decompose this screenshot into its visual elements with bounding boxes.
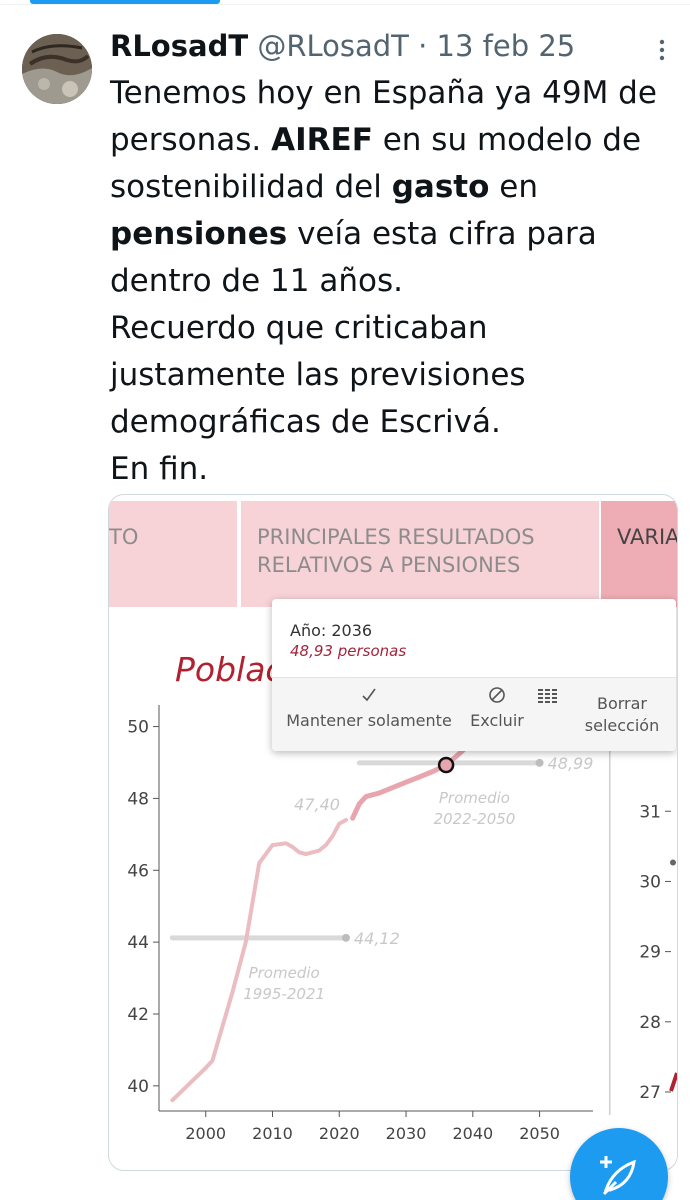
average-caption: Promedio bbox=[249, 964, 320, 982]
tweet-text-segment: En fin. bbox=[110, 451, 209, 487]
average-caption-period: 2022-2050 bbox=[434, 810, 516, 828]
tweet-text-segment: sostenibilidad del bbox=[110, 169, 392, 205]
chart-title: Poblac bbox=[175, 650, 284, 689]
tweet-text-segment: dentro de 11 años. bbox=[110, 263, 403, 299]
tweet-text-segment: personas. bbox=[110, 122, 272, 158]
keep-only-button[interactable]: Mantener solamente bbox=[284, 678, 454, 732]
active-tab-indicator bbox=[30, 0, 220, 4]
tab-left-label: TO bbox=[109, 525, 139, 549]
tab-principales-resultados[interactable]: PRINCIPALES RESULTADOS RELATIVOS A PENSI… bbox=[241, 501, 599, 607]
tweet-media-image[interactable]: TO PRINCIPALES RESULTADOS RELATIVOS A PE… bbox=[108, 494, 678, 1171]
x-tick-label: 2040 bbox=[452, 1124, 493, 1143]
tweet-text: Tenemos hoy en España ya 49M de personas.… bbox=[110, 70, 680, 493]
tweet-text-line: demográficas de Escrivá. bbox=[110, 399, 680, 446]
x-tick-label: 2000 bbox=[185, 1124, 226, 1143]
panel2-data-point bbox=[670, 859, 676, 866]
average-value-label: 44,12 bbox=[354, 929, 400, 948]
y-tick-label: 40 bbox=[127, 1077, 149, 1097]
average-endpoint bbox=[341, 933, 350, 942]
exclude-button[interactable]: Excluir bbox=[462, 678, 532, 732]
table-icon[interactable] bbox=[538, 688, 558, 708]
keep-only-label: Mantener solamente bbox=[286, 711, 452, 730]
point-value-label: 47,40 bbox=[294, 795, 340, 814]
average-endpoint bbox=[535, 758, 544, 767]
tab-variables[interactable]: VARIA bbox=[601, 501, 678, 607]
tweet-text-line: sostenibilidad del gasto en bbox=[110, 164, 680, 211]
tweet-text-segment: justamente las previsiones bbox=[110, 357, 526, 393]
tweet-text-segment: Recuerdo que criticaban bbox=[110, 310, 488, 346]
tweet-text-segment: demográficas de Escrivá. bbox=[110, 404, 501, 440]
author-name[interactable]: RLosadT bbox=[110, 29, 249, 63]
tooltip-divider bbox=[272, 677, 676, 678]
average-caption: Promedio bbox=[439, 789, 510, 807]
tooltip-actions: Mantener solamente Excluir bbox=[272, 678, 676, 751]
tab-left[interactable]: TO bbox=[109, 501, 237, 607]
tooltip-value: 48,93 personas bbox=[290, 642, 407, 660]
y-tick-label: 44 bbox=[127, 933, 149, 953]
average-value-label: 48,99 bbox=[548, 754, 594, 773]
tweet-header: RLosadT @RLosadT · 13 feb 25 bbox=[110, 28, 575, 64]
population-series-line bbox=[170, 818, 348, 1103]
top-divider bbox=[0, 4, 690, 5]
tweet-text-line: pensiones veía esta cifra para bbox=[110, 211, 680, 258]
panel2-y-tick-label: 28 bbox=[639, 1013, 661, 1033]
tweet-text-line: dentro de 11 años. bbox=[110, 258, 680, 305]
tweet-text-bold: pensiones bbox=[110, 216, 288, 252]
tweet-text-segment: en bbox=[489, 169, 538, 205]
tab-middle-label: PRINCIPALES RESULTADOS RELATIVOS A PENSI… bbox=[257, 525, 535, 577]
tweet-text-line: Tenemos hoy en España ya 49M de bbox=[110, 70, 680, 117]
y-tick-label: 42 bbox=[127, 1005, 149, 1025]
tweet-text-line: Recuerdo que criticaban bbox=[110, 305, 680, 352]
tooltip-year: Año: 2036 bbox=[290, 621, 373, 640]
x-tick-label: 2020 bbox=[319, 1124, 360, 1143]
tweet-text-line: personas. AIREF en su modelo de bbox=[110, 117, 680, 164]
population-chart: 40 42 44 46 48 50 2000 2010 2020 2030 2040 2050 44,1… bbox=[127, 705, 677, 1143]
panel-divider bbox=[609, 725, 611, 1115]
y-tick-label: 50 bbox=[127, 718, 149, 738]
clear-selection-label-2: selección bbox=[584, 716, 660, 735]
tweet-text-bold: AIREF bbox=[271, 122, 373, 158]
tweet-date[interactable]: 13 feb 25 bbox=[436, 29, 576, 63]
compose-icon bbox=[600, 1156, 636, 1196]
check-icon bbox=[284, 686, 454, 710]
clear-selection-label-1: Borrar bbox=[596, 694, 648, 713]
highlighted-data-point bbox=[437, 756, 455, 774]
tweet-text-segment: Tenemos hoy en España ya 49M de bbox=[110, 75, 657, 111]
x-tick-label: 2050 bbox=[519, 1124, 560, 1143]
header-separator: · bbox=[418, 29, 428, 63]
compose-button[interactable] bbox=[570, 1128, 668, 1200]
y-tick-label: 46 bbox=[127, 861, 149, 881]
exclude-icon bbox=[462, 686, 532, 710]
panel2-y-tick-label: 27 bbox=[639, 1083, 661, 1103]
tweet-text-line: En fin. bbox=[110, 446, 680, 493]
avatar[interactable] bbox=[22, 34, 92, 104]
clear-selection-button[interactable]: Borrar selección bbox=[572, 693, 672, 737]
x-tick-label: 2030 bbox=[386, 1124, 427, 1143]
tab-right-label: VARIA bbox=[617, 525, 678, 549]
author-handle[interactable]: @RLosadT bbox=[257, 29, 409, 63]
panel2-y-tick-label: 29 bbox=[639, 943, 661, 963]
tweet-actions-bar bbox=[110, 1188, 670, 1200]
panel2-series-line bbox=[669, 1072, 677, 1092]
panel2-y-tick-label: 31 bbox=[639, 802, 661, 822]
tweet-text-segment: veía esta cifra para bbox=[287, 216, 597, 252]
more-horizontal-icon[interactable] bbox=[650, 36, 674, 64]
exclude-label: Excluir bbox=[470, 711, 524, 730]
tweet-text-bold: gasto bbox=[391, 169, 490, 205]
x-tick-label: 2010 bbox=[252, 1124, 293, 1143]
average-caption-period: 1995-2021 bbox=[243, 985, 325, 1003]
y-tick-label: 48 bbox=[127, 789, 149, 809]
tweet-text-segment: en su modelo de bbox=[372, 122, 642, 158]
chart-tooltip: Año: 2036 48,93 personas Mantener solame… bbox=[272, 599, 676, 751]
tweet-text-line: justamente las previsiones bbox=[110, 352, 680, 399]
panel2-y-tick-label: 30 bbox=[639, 872, 661, 892]
